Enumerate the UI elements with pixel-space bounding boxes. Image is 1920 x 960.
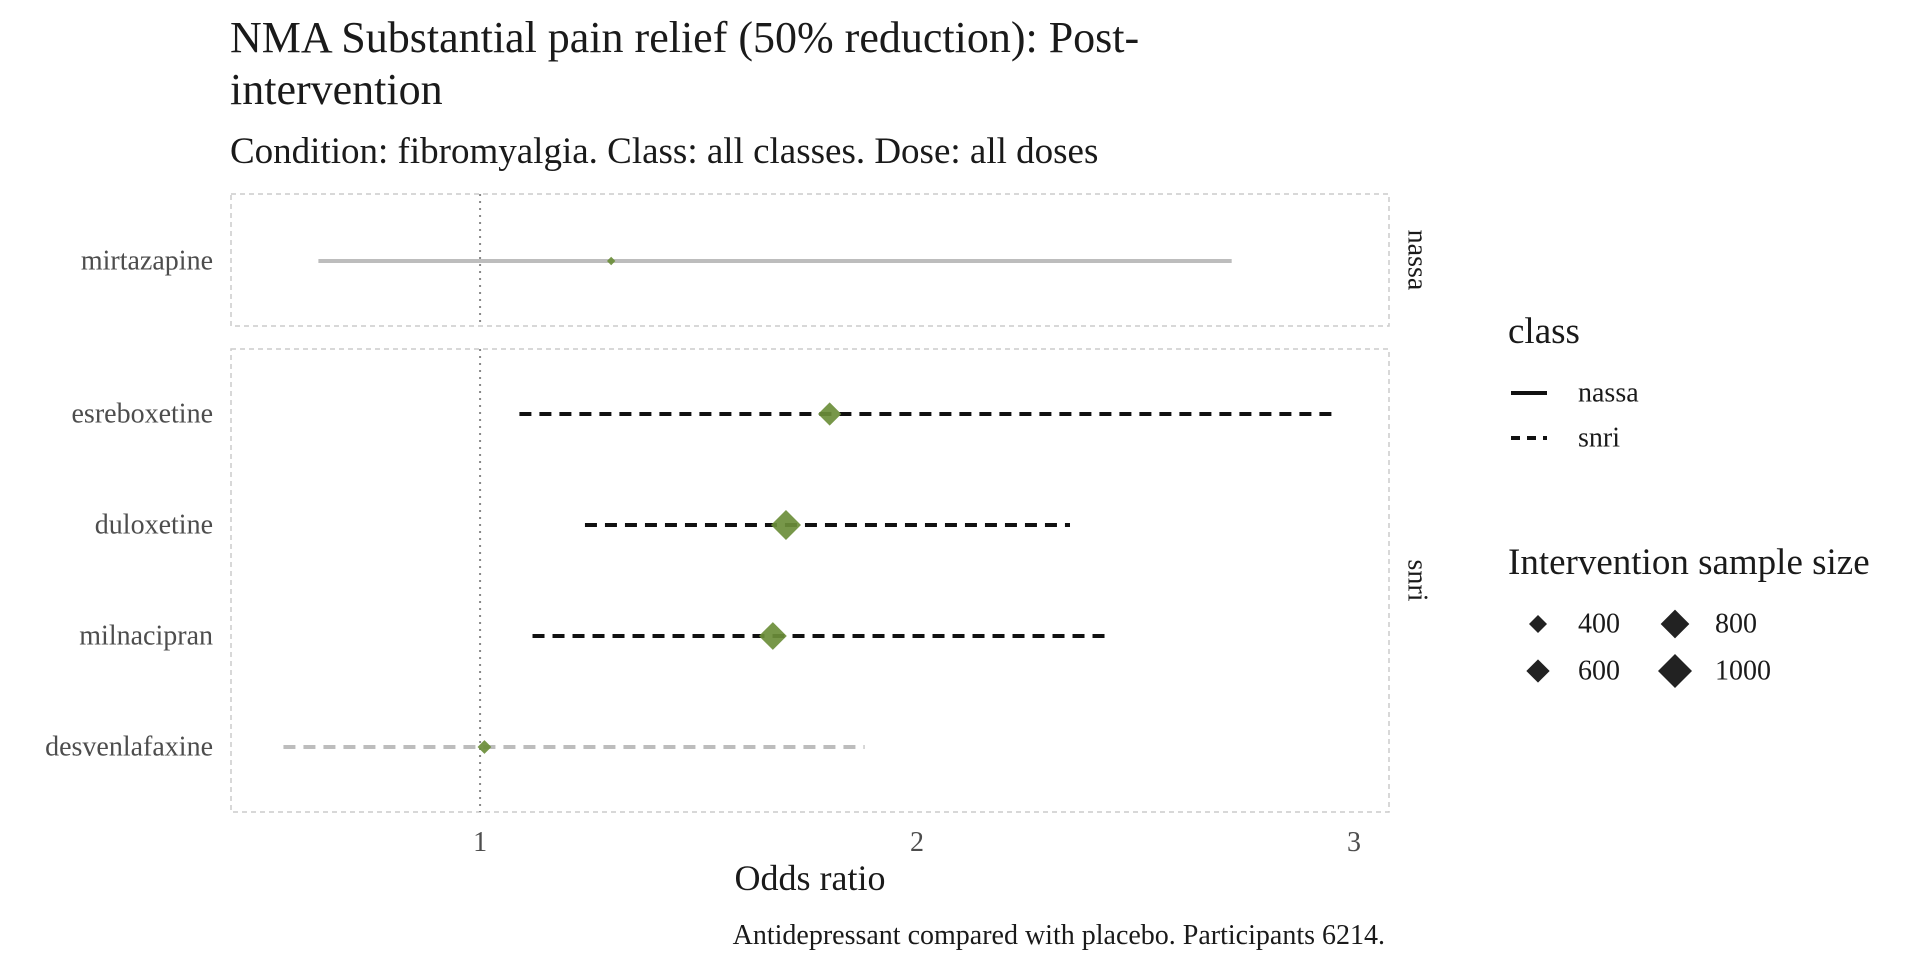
legend-size-items: 400 600 800 1000: [1526, 609, 1771, 688]
x-tick-label-1: 1: [473, 827, 487, 858]
legend-size-marker-400: [1529, 615, 1547, 633]
panel-snri: snri esreboxetine duloxetine milnacipran des…: [45, 348, 1433, 813]
point-desvenlafaxine: [477, 740, 492, 754]
row-esreboxetine: esreboxetine: [72, 399, 1337, 430]
y-tick-label-esreboxetine: esreboxetine: [72, 399, 214, 430]
point-duloxetine: [770, 510, 801, 540]
legend-class: class nassa snri: [1508, 311, 1639, 454]
y-tick-label-milnacipran: milnacipran: [79, 621, 213, 652]
x-axis-title: Odds ratio: [735, 858, 886, 898]
x-axis: 1 2 3: [473, 827, 1361, 858]
y-tick-label-duloxetine: duloxetine: [95, 510, 213, 541]
legend-size-label-800: 800: [1715, 609, 1757, 640]
row-milnacipran: milnacipran: [79, 621, 1110, 652]
row-desvenlafaxine: desvenlafaxine: [45, 732, 865, 763]
point-mirtazapine: [606, 256, 616, 266]
point-esreboxetine: [818, 402, 842, 426]
y-tick-label-mirtazapine: mirtazapine: [81, 246, 213, 277]
chart-subtitle: Condition: fibromyalgia. Class: all clas…: [230, 131, 1098, 172]
legend-class-title: class: [1508, 311, 1580, 352]
strip-label-nassa: nassa: [1402, 230, 1433, 291]
legend-size: Intervention sample size 400 600 800 1000: [1508, 542, 1870, 688]
x-tick-label-3: 3: [1347, 827, 1361, 858]
chart-title-line-2: intervention: [230, 65, 443, 114]
legend-class-label-nassa: nassa: [1578, 378, 1639, 409]
x-tick-label-2: 2: [910, 827, 924, 858]
legend-size-marker-600: [1526, 659, 1550, 683]
strip-label-snri: snri: [1402, 560, 1433, 602]
legend-class-items: nassa snri: [1511, 378, 1639, 454]
legend-size-marker-1000: [1658, 654, 1692, 688]
panel-border: [230, 348, 1390, 813]
row-duloxetine: duloxetine: [95, 510, 1071, 541]
chart-title-line-1: NMA Substantial pain relief (50% reducti…: [230, 13, 1139, 62]
legend-class-label-snri: snri: [1578, 423, 1620, 454]
panel-border: [230, 193, 1390, 327]
panel-nassa: nassa mirtazapine: [81, 193, 1433, 327]
row-mirtazapine: mirtazapine: [81, 246, 1232, 277]
legend-size-marker-800: [1660, 609, 1690, 639]
chart-caption: Antidepressant compared with placebo. Pa…: [733, 920, 1385, 951]
y-tick-label-desvenlafaxine: desvenlafaxine: [45, 732, 213, 763]
legend-size-title: Intervention sample size: [1508, 542, 1870, 583]
point-milnacipran: [758, 622, 787, 650]
legend-size-label-1000: 1000: [1715, 656, 1771, 687]
legend-size-label-400: 400: [1578, 609, 1620, 640]
plot-panels: nassa mirtazapine snri esreboxetine duloxeti…: [45, 193, 1433, 813]
legend-size-label-600: 600: [1578, 656, 1620, 687]
